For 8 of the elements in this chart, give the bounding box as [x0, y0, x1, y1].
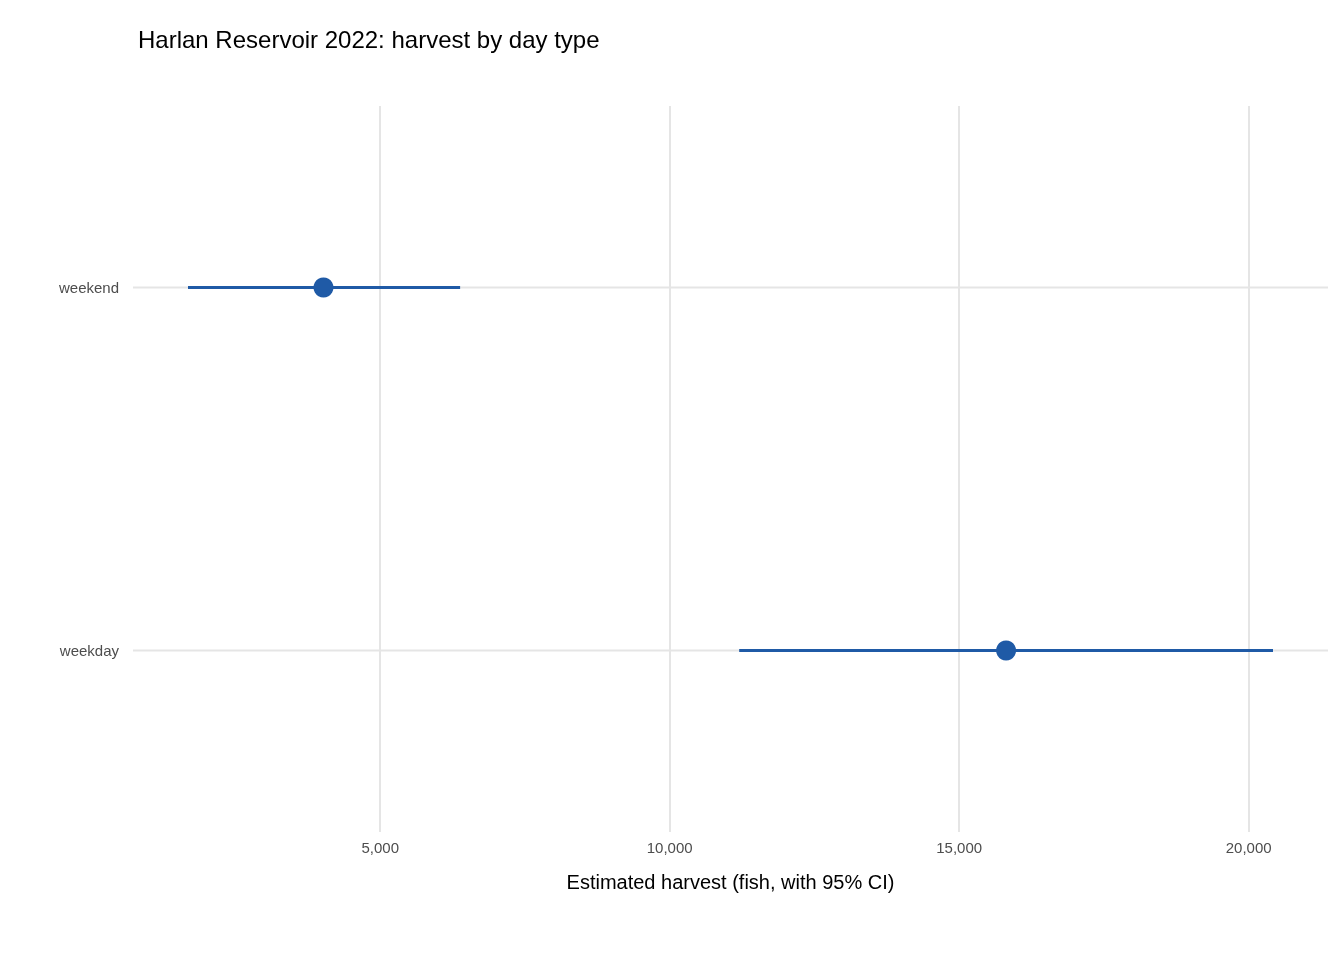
x-tick-label: 15,000	[936, 839, 983, 856]
x-tick-label: 5,000	[361, 839, 399, 856]
y-tick-label: weekend	[57, 279, 119, 296]
x-axis-title: Estimated harvest (fish, with 95% CI)	[566, 871, 895, 893]
x-tick-label: 20,000	[1225, 839, 1272, 856]
x-tick-label: 10,000	[646, 839, 693, 856]
y-tick-label: weekday	[58, 642, 120, 659]
chart-title: Harlan Reservoir 2022: harvest by day type	[138, 25, 600, 53]
